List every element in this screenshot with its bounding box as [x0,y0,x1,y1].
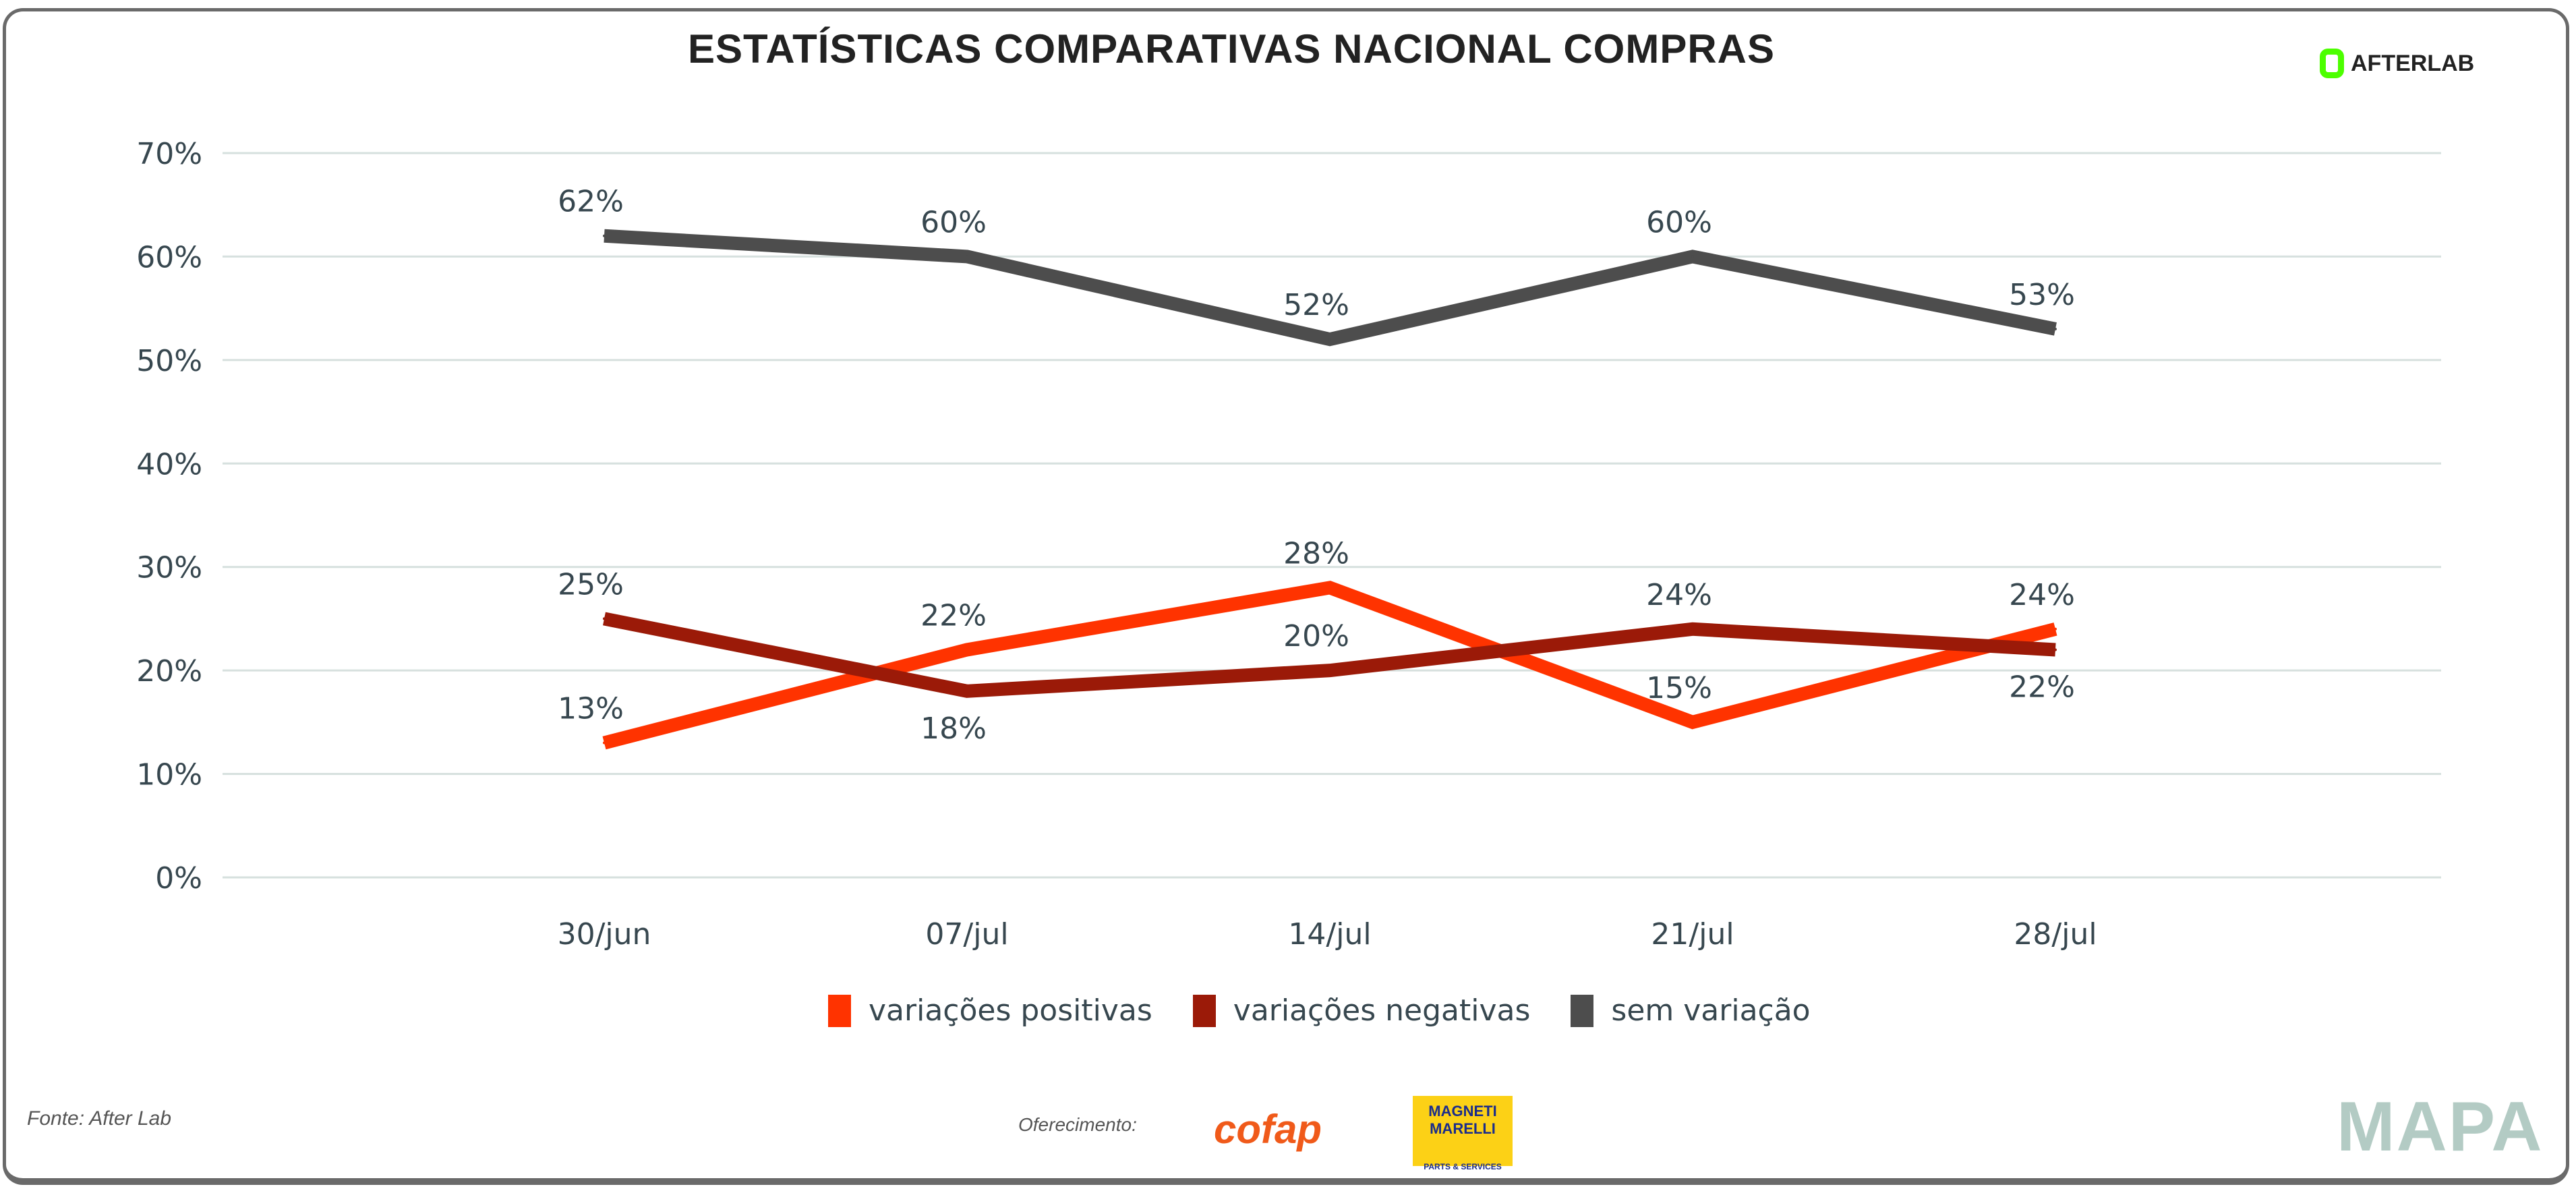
data-label: 24% [1646,578,1712,612]
y-tick-label: 50% [136,344,202,378]
y-tick-label: 60% [136,240,202,274]
magneti-marelli-logo: MAGNETI MARELLI PARTS & SERVICES [1413,1096,1513,1171]
data-point [1691,255,1694,258]
legend-item-sem-variacao: sem variação [1571,993,1811,1028]
legend-label: sem variação [1611,993,1811,1028]
data-point [966,255,968,258]
mapa-logo: MAPA [2337,1088,2544,1166]
marelli-name: MAGNETI MARELLI [1428,1103,1497,1137]
x-tick-label: 28/jul [2014,917,2097,952]
afterlab-logo-text: AFTERLAB [2351,50,2475,76]
data-label: 20% [1283,619,1349,653]
y-tick-label: 10% [136,758,202,792]
data-point [1691,720,1694,724]
x-tick-label: 14/jul [1288,917,1371,952]
y-tick-label: 40% [136,447,202,482]
data-point [1328,669,1331,672]
legend-swatch [1571,994,1594,1027]
data-label: 60% [920,205,987,239]
data-label: 13% [558,692,624,726]
source-note: Fonte: After Lab [27,1107,172,1130]
marelli-sub: PARTS & SERVICES [1424,1162,1502,1171]
legend-swatch [1192,994,1216,1027]
data-point [1691,627,1694,631]
data-label: 62% [558,185,624,219]
chart-frame [3,8,2569,1185]
afterlab-logo-icon [2320,49,2344,78]
data-label: 28% [1283,536,1349,571]
legend-label: variações positivas [869,993,1152,1028]
x-tick-label: 30/jun [558,917,651,952]
data-point [1328,586,1331,589]
data-label: 60% [1646,205,1712,239]
data-label: 22% [2009,670,2075,704]
data-label: 22% [920,598,987,633]
data-point [603,234,606,237]
afterlab-logo: AFTERLAB [2320,49,2474,78]
data-point [2054,627,2057,631]
data-point [603,741,606,745]
chart-title: ESTATÍSTICAS COMPARATIVAS NACIONAL COMPR… [688,26,1776,71]
y-tick-label: 30% [136,551,202,585]
data-label: 53% [2009,278,2075,312]
data-label: 15% [1646,671,1712,705]
y-tick-label: 70% [136,137,202,171]
data-point [1328,338,1331,341]
cofap-logo: cofap [1214,1107,1322,1152]
data-point [966,648,968,651]
data-label: 52% [1283,288,1349,322]
y-tick-label: 0% [155,861,202,896]
data-point [966,689,968,693]
data-label: 25% [558,567,624,602]
x-tick-label: 21/jul [1651,917,1734,952]
y-tick-label: 20% [136,654,202,689]
data-point [2054,327,2057,330]
legend-label: variações negativas [1233,993,1531,1028]
legend-swatch [828,994,851,1027]
data-point [2054,648,2057,651]
legend-item-negativas: variações negativas [1192,993,1531,1028]
data-label: 24% [2009,578,2075,612]
legend: variações positivas variações negativas … [828,993,1811,1028]
data-label: 18% [920,711,987,746]
x-tick-label: 07/jul [925,917,1008,952]
sponsor-label: Oferecimento: [1018,1114,1137,1135]
data-point [603,617,606,620]
legend-item-positivas: variações positivas [828,993,1152,1028]
